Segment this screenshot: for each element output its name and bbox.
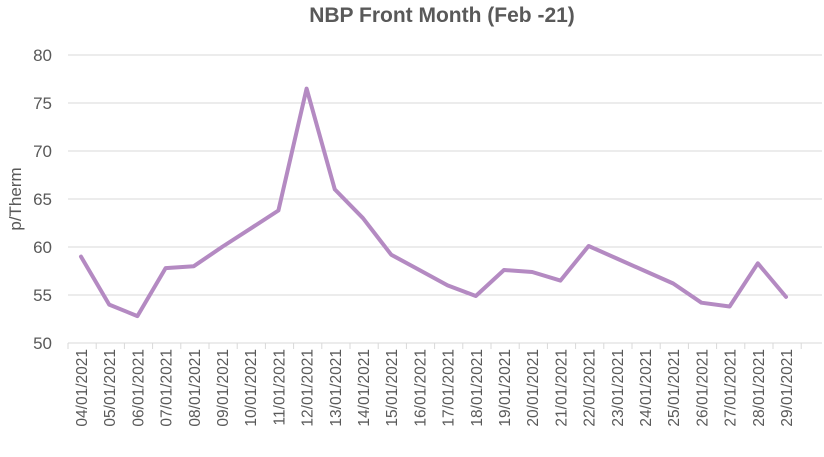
x-axis-ticks: 04/01/2021 05/01/2021 06/01/2021 07/01/2021… <box>74 349 796 427</box>
data-point-16/01/2021 <box>417 268 421 272</box>
x-tick-label-09/01/2021: 09/01/2021 <box>215 349 232 427</box>
x-tick-label-19/01/2021: 19/01/2021 <box>497 349 514 427</box>
data-point-05/01/2021 <box>107 303 111 307</box>
x-tick-label-24/01/2021: 24/01/2021 <box>638 349 655 427</box>
data-point-27/01/2021 <box>728 305 732 309</box>
data-point-21/01/2021 <box>558 279 562 283</box>
data-point-06/01/2021 <box>135 314 139 318</box>
x-tick-label-15/01/2021: 15/01/2021 <box>384 349 401 427</box>
x-tick-label-20/01/2021: 20/01/2021 <box>525 349 542 427</box>
x-tick-label-29/01/2021: 29/01/2021 <box>779 349 796 427</box>
data-point-22/01/2021 <box>587 244 591 248</box>
y-tick-label-75: 75 <box>33 94 52 113</box>
data-point-20/01/2021 <box>530 270 534 274</box>
data-point-04/01/2021 <box>79 255 83 259</box>
x-tick-label-26/01/2021: 26/01/2021 <box>694 349 711 427</box>
x-tick-label-27/01/2021: 27/01/2021 <box>723 349 740 427</box>
x-tick-label-06/01/2021: 06/01/2021 <box>130 349 147 427</box>
data-point-26/01/2021 <box>699 301 703 305</box>
y-tick-label-60: 60 <box>33 238 52 257</box>
x-tick-label-11/01/2021: 11/01/2021 <box>271 349 288 425</box>
x-tick-label-28/01/2021: 28/01/2021 <box>751 349 768 427</box>
grid-lines <box>67 54 822 349</box>
data-point-10/01/2021 <box>248 227 252 231</box>
x-tick-label-23/01/2021: 23/01/2021 <box>610 349 627 427</box>
x-tick-label-14/01/2021: 14/01/2021 <box>356 349 373 427</box>
y-tick-label-70: 70 <box>33 142 52 161</box>
series-line-0 <box>79 86 788 319</box>
x-tick-label-25/01/2021: 25/01/2021 <box>666 349 683 427</box>
x-tick-label-07/01/2021: 07/01/2021 <box>159 349 176 427</box>
data-point-19/01/2021 <box>502 268 506 272</box>
x-tick-label-13/01/2021: 13/01/2021 <box>328 349 345 427</box>
y-tick-label-80: 80 <box>33 46 52 65</box>
x-tick-label-21/01/2021: 21/01/2021 <box>553 349 570 427</box>
data-point-09/01/2021 <box>220 245 224 249</box>
data-point-28/01/2021 <box>756 261 760 265</box>
x-tick-label-18/01/2021: 18/01/2021 <box>469 349 486 427</box>
data-point-29/01/2021 <box>784 295 788 299</box>
data-point-24/01/2021 <box>643 269 647 273</box>
x-tick-label-05/01/2021: 05/01/2021 <box>102 349 119 427</box>
x-tick-label-08/01/2021: 08/01/2021 <box>187 349 204 427</box>
data-point-17/01/2021 <box>446 283 450 287</box>
data-point-15/01/2021 <box>389 253 393 257</box>
data-point-12/01/2021 <box>305 87 309 91</box>
data-point-13/01/2021 <box>333 187 337 191</box>
data-point-25/01/2021 <box>671 281 675 285</box>
data-point-07/01/2021 <box>164 266 168 270</box>
y-axis-label: p/Therm <box>6 167 25 230</box>
y-tick-label-65: 65 <box>33 190 52 209</box>
y-axis-ticks: 50 55 60 65 70 75 80 <box>33 46 52 353</box>
x-tick-label-17/01/2021: 17/01/2021 <box>441 349 458 427</box>
x-tick-label-16/01/2021: 16/01/2021 <box>412 349 429 427</box>
x-tick-label-04/01/2021: 04/01/2021 <box>74 349 91 427</box>
series-group <box>79 86 788 319</box>
x-tick-label-12/01/2021: 12/01/2021 <box>300 349 317 427</box>
y-tick-label-55: 55 <box>33 286 52 305</box>
data-point-11/01/2021 <box>276 209 280 213</box>
data-point-14/01/2021 <box>361 216 365 220</box>
data-point-18/01/2021 <box>474 294 478 298</box>
x-tick-label-22/01/2021: 22/01/2021 <box>582 349 599 427</box>
y-tick-label-50: 50 <box>33 334 52 353</box>
data-point-08/01/2021 <box>192 264 196 268</box>
data-point-23/01/2021 <box>615 257 619 261</box>
chart-title: NBP Front Month (Feb -21) <box>309 4 575 27</box>
x-tick-label-10/01/2021: 10/01/2021 <box>243 349 260 427</box>
